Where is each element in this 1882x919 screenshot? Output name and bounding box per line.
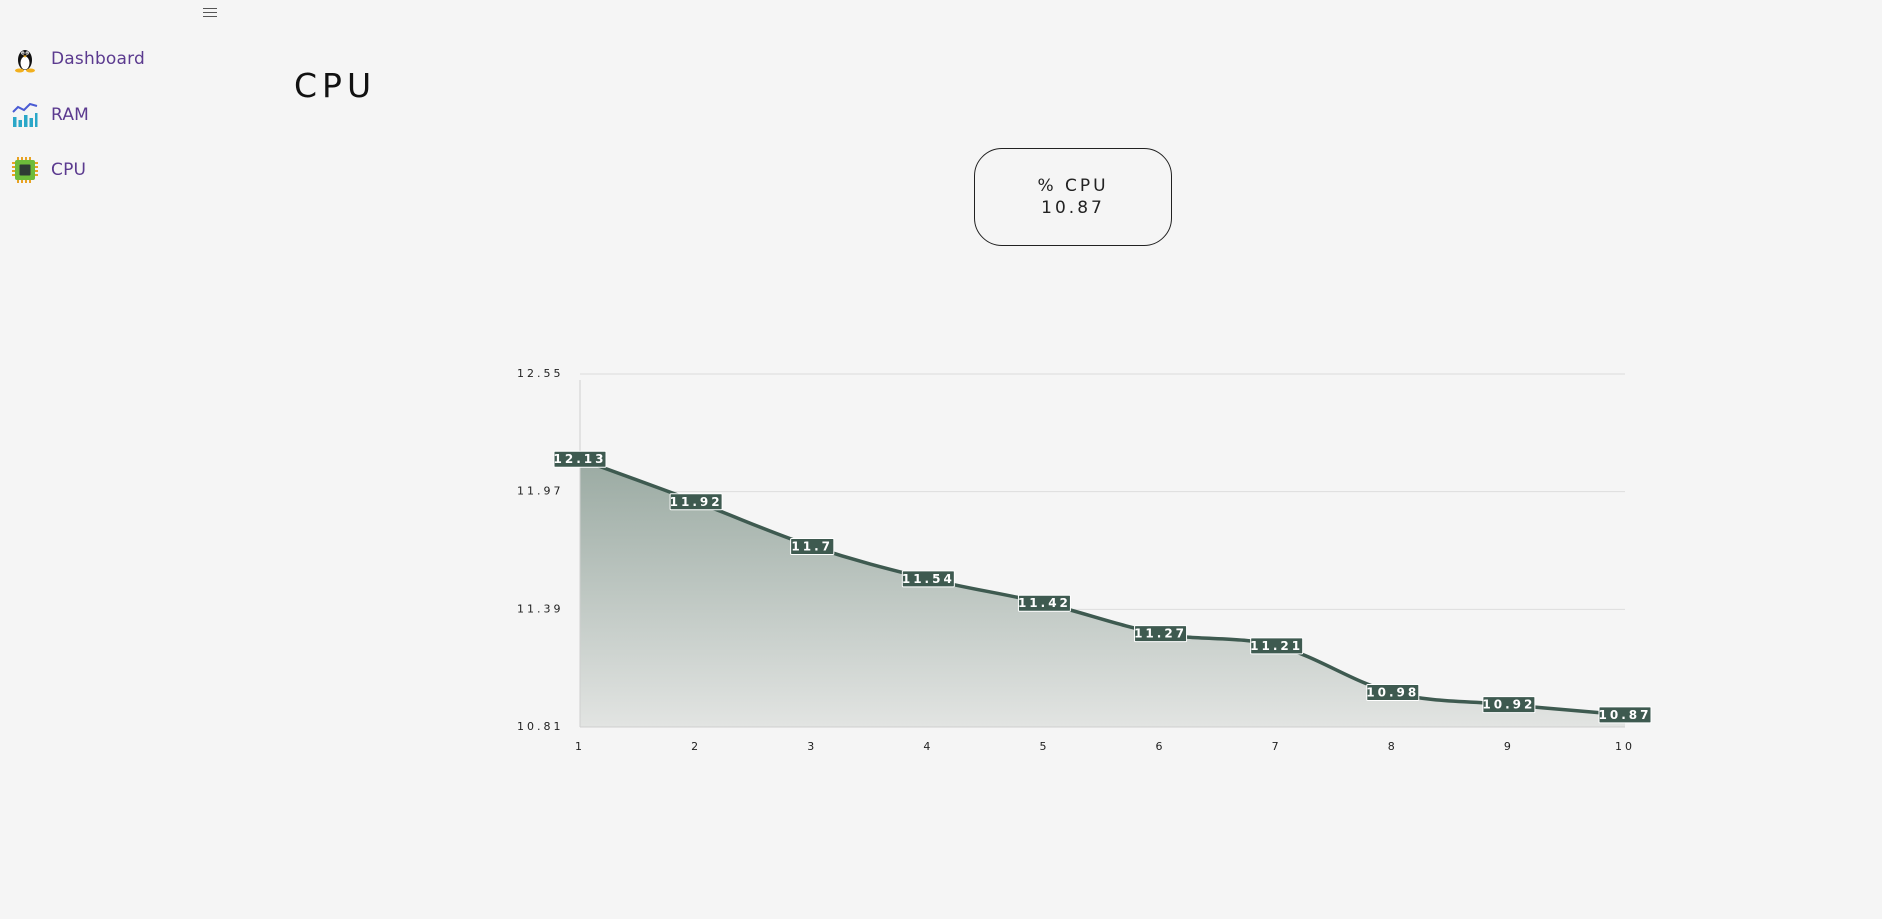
x-tick-label: 4	[923, 740, 933, 753]
data-label: 11.42	[1017, 594, 1071, 612]
bar-chart-icon	[12, 101, 38, 129]
sidebar-item-label: Dashboard	[51, 49, 146, 69]
data-label-text: 11.92	[670, 495, 723, 509]
cpu-card-value: 10.87	[1041, 198, 1105, 218]
page-title: CPU	[294, 66, 377, 105]
data-label-text: 11.42	[1018, 596, 1071, 610]
data-label: 12.13	[553, 450, 607, 468]
data-label-box	[1017, 594, 1071, 612]
data-label-box	[790, 537, 835, 555]
data-label-text: 10.92	[1482, 698, 1535, 712]
cpu-area-chart: 10.81 11.39 11.97 12.55 1 2 3 4 5 6 7 8 9 10 12.13 11.9…	[517, 367, 1652, 753]
data-label-box	[1482, 696, 1536, 714]
hamburger-icon[interactable]	[203, 5, 217, 19]
data-label: 10.92	[1482, 696, 1536, 714]
x-tick-label: 2	[691, 740, 701, 753]
data-label-text: 11.7	[791, 539, 833, 553]
data-label: 11.54	[901, 570, 955, 588]
y-tick-label: 11.39	[517, 602, 564, 615]
x-tick-label: 9	[1504, 740, 1514, 753]
data-label: 11.7	[790, 537, 835, 555]
linux-penguin-icon	[12, 45, 38, 73]
data-label: 11.92	[669, 493, 723, 511]
sidebar-item-cpu[interactable]: CPU	[12, 152, 86, 188]
x-tick-label: 10	[1615, 740, 1635, 753]
y-tick-label: 12.55	[517, 367, 564, 380]
sidebar: Dashboard RAM	[0, 0, 230, 919]
sidebar-item-label: CPU	[51, 160, 87, 180]
data-label-text: 11.27	[1134, 627, 1187, 641]
sidebar-item-dashboard[interactable]: Dashboard	[12, 41, 145, 77]
data-label-text: 11.21	[1250, 639, 1303, 653]
series-line	[579, 457, 1626, 717]
data-label-box	[901, 570, 955, 588]
cpu-chip-icon	[12, 156, 38, 184]
data-label-box	[669, 493, 723, 511]
x-tick-label: 7	[1272, 740, 1282, 753]
data-label: 11.21	[1250, 637, 1304, 655]
y-tick-label: 10.81	[517, 720, 564, 733]
x-tick-label: 8	[1388, 740, 1398, 753]
y-tick-label: 11.97	[517, 485, 564, 498]
sidebar-item-label: RAM	[51, 105, 90, 125]
data-label: 11.27	[1134, 625, 1188, 643]
data-label-text: 10.87	[1599, 708, 1652, 722]
cpu-card-label: % CPU	[1037, 176, 1109, 196]
x-tick-label: 3	[807, 740, 817, 753]
data-label-box	[1598, 706, 1652, 724]
cpu-usage-card: % CPU 10.87	[974, 148, 1172, 246]
x-tick-label: 6	[1156, 740, 1166, 753]
data-label-box	[1250, 637, 1304, 655]
data-label-box	[553, 450, 607, 468]
chart-area-fill	[580, 459, 1625, 727]
x-tick-label: 1	[575, 740, 585, 753]
data-label-text: 11.54	[902, 572, 955, 586]
data-label: 10.98	[1366, 684, 1420, 702]
sidebar-item-ram[interactable]: RAM	[12, 97, 89, 133]
data-label-box	[1366, 684, 1420, 702]
data-label-text: 10.98	[1366, 686, 1419, 700]
x-tick-label: 5	[1039, 740, 1049, 753]
data-label: 10.87	[1598, 706, 1652, 724]
data-label-box	[1134, 625, 1188, 643]
data-label-text: 12.13	[554, 452, 607, 466]
